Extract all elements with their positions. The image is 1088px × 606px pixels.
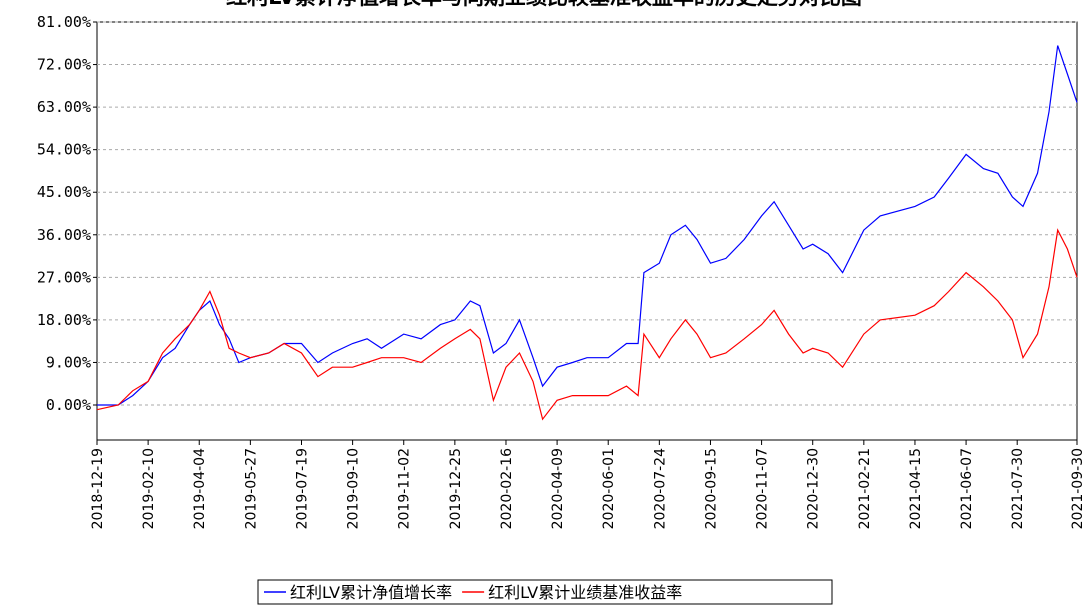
x-tick-label: 2021-07-30	[1010, 448, 1026, 529]
x-tick-label: 2019-05-27	[243, 448, 259, 529]
x-tick-label: 2019-07-19	[294, 448, 310, 529]
y-tick-label: 81.00%	[37, 13, 91, 31]
x-tick-label: 2020-12-30	[806, 448, 822, 529]
x-tick-label: 2019-04-04	[192, 448, 208, 529]
y-tick-label: 54.00%	[37, 141, 91, 159]
x-tick-label: 2020-04-09	[550, 448, 566, 529]
legend-box	[257, 579, 833, 605]
series-line	[96, 228, 1078, 421]
x-tick-label: 2019-12-25	[448, 448, 464, 529]
y-tick-label: 45.00%	[37, 183, 91, 201]
chart-title: 红利LV累计净值增长率与同期业绩比较基准收益率的历史走势对比图	[226, 0, 862, 9]
x-tick-label: 2019-02-10	[141, 448, 157, 529]
y-tick-label: 18.00%	[37, 311, 91, 329]
x-tick-label: 2019-09-10	[346, 448, 362, 529]
x-tick-label: 2021-02-21	[857, 448, 873, 529]
x-tick-label: 2021-04-15	[908, 448, 924, 529]
x-tick-label: 2021-09-30	[1070, 448, 1086, 529]
x-tick-label: 2020-11-07	[755, 448, 771, 529]
y-tick-label: 63.00%	[37, 98, 91, 116]
x-tick-label: 2020-02-16	[499, 448, 515, 529]
y-tick-label: 36.00%	[37, 226, 91, 244]
y-tick-label: 72.00%	[37, 56, 91, 74]
x-tick-label: 2018-12-19	[90, 448, 106, 529]
legend-label: 红利LV累计净值增长率	[290, 583, 452, 602]
x-tick-label: 2021-06-07	[959, 448, 975, 529]
series-line	[97, 45, 1078, 406]
plot-area	[96, 21, 1078, 441]
x-tick-label: 2020-07-24	[652, 448, 668, 529]
x-tick-label: 2019-11-02	[397, 448, 413, 529]
x-tick-label: 2020-09-15	[703, 448, 719, 529]
y-tick-label: 27.00%	[37, 268, 91, 286]
legend-label: 红利LV累计业绩基准收益率	[488, 583, 682, 602]
x-tick-label: 2020-06-01	[601, 448, 617, 529]
y-tick-label: 9.00%	[46, 353, 91, 371]
y-tick-label: 0.00%	[46, 396, 91, 414]
